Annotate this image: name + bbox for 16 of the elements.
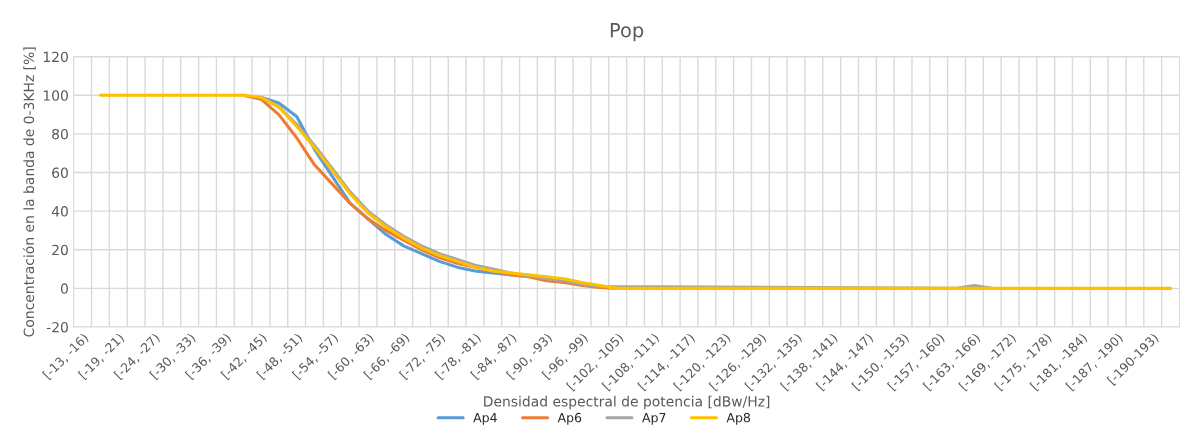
- y-tick-label: 0: [60, 283, 68, 294]
- y-tick-label: 100: [43, 90, 68, 101]
- y-axis-title: Concentración en la banda de 0-3KHz [%]: [22, 47, 36, 337]
- y-tick-label: -20: [46, 321, 68, 333]
- chart-title: Pop: [610, 23, 644, 42]
- x-axis-title: Densidad espectral de potencia [dBw/Hz]: [484, 395, 770, 410]
- y-tick-label: 80: [52, 128, 68, 140]
- legend-label: Ap4: [473, 413, 497, 425]
- legend-label: Ap8: [726, 412, 751, 425]
- y-tick-label: 120: [43, 51, 68, 63]
- y-tick-label: 40: [51, 206, 68, 217]
- y-tick-label: 20: [52, 244, 68, 256]
- legend-label: Ap7: [642, 413, 666, 425]
- line-series: [98, 93, 1173, 290]
- y-tick-label: 60: [52, 167, 68, 179]
- legend-label: Ap6: [557, 412, 582, 425]
